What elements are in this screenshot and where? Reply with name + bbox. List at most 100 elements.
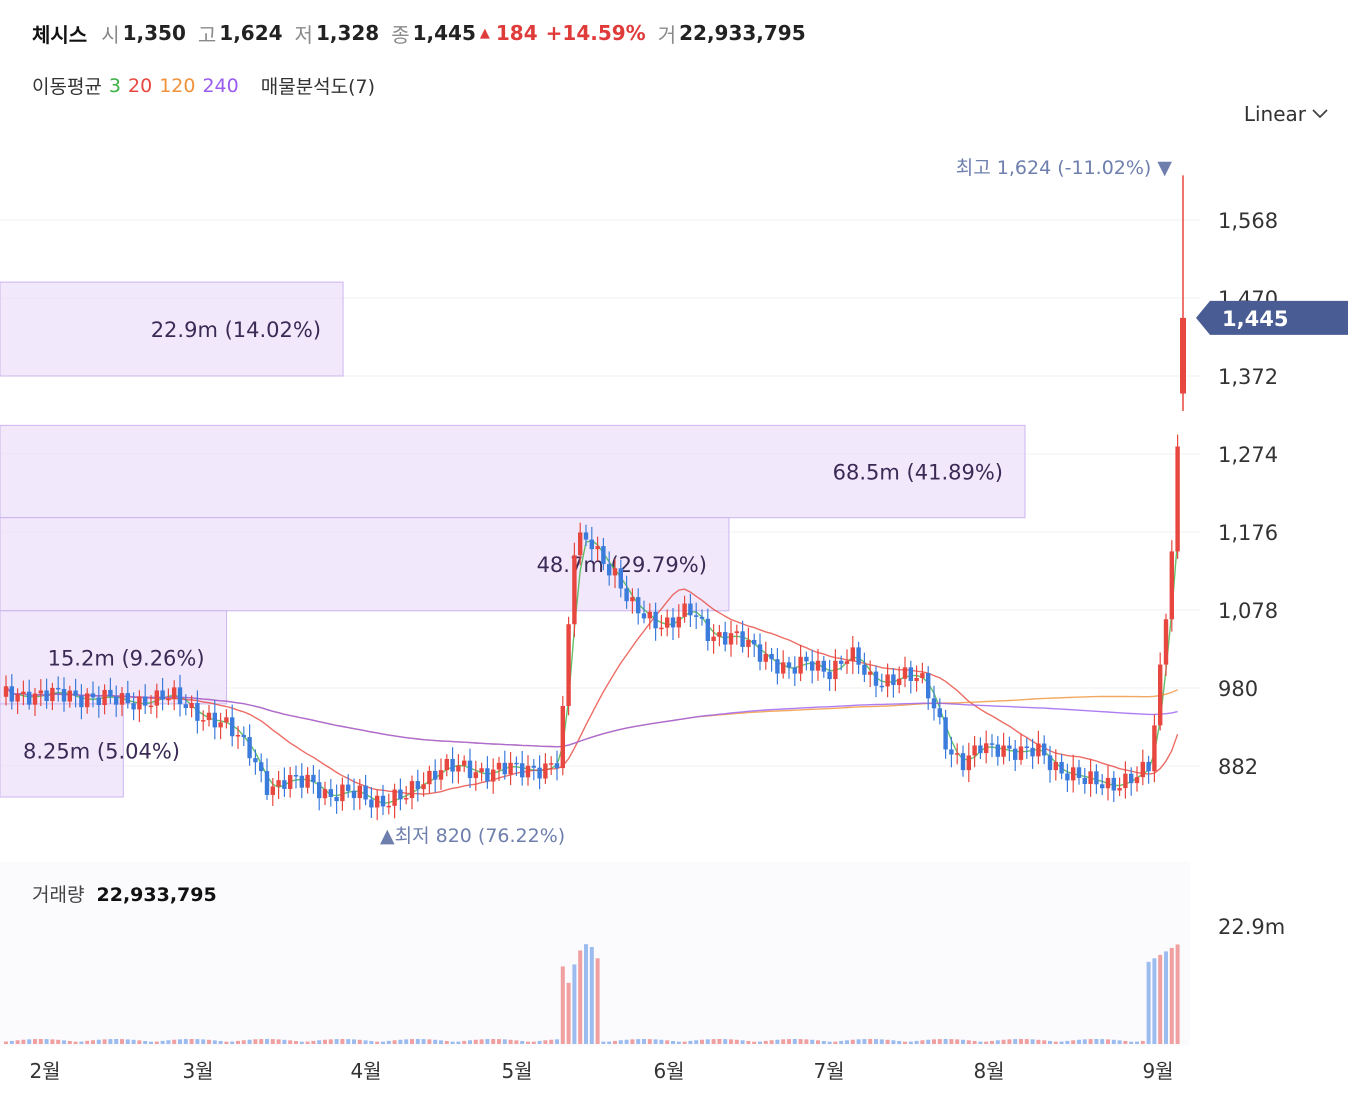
volume-profile-bar [0, 281, 344, 377]
volume-bar [1042, 1040, 1047, 1044]
candle-body [717, 632, 722, 637]
volume-bar [1169, 947, 1174, 1044]
ma-120[interactable]: 120 [159, 74, 196, 97]
volume-bar [729, 1039, 733, 1044]
volume-bar [1082, 1039, 1087, 1044]
change-percent: +14.59% [545, 21, 646, 45]
candle-body [1013, 748, 1018, 760]
candle-body [357, 785, 362, 799]
volume-bar [769, 1040, 774, 1044]
candle-body [769, 653, 774, 660]
volume-bar [172, 1039, 177, 1044]
candle-body [421, 784, 426, 790]
volume-bar [839, 1040, 844, 1044]
candle-body [1111, 777, 1116, 791]
candle-body [473, 772, 478, 779]
volume-bar [694, 1040, 699, 1044]
volume-bar [1071, 1040, 1076, 1044]
volume-bar [479, 1039, 484, 1044]
volume-bar [9, 1040, 14, 1044]
candle-body [276, 780, 281, 787]
candle-body [926, 673, 931, 699]
candle-body [288, 775, 293, 789]
volume-bar [415, 1039, 420, 1044]
volume-bar [589, 947, 594, 1044]
candle-body [670, 617, 676, 628]
candle-body [1024, 746, 1029, 748]
candle-body [380, 795, 386, 807]
candle-body [293, 775, 299, 777]
candle-body [230, 717, 235, 737]
volume-bar [421, 1039, 426, 1044]
candle-body [943, 717, 948, 750]
price-tick-label: 1,372 [1218, 365, 1278, 389]
volume-bar [572, 964, 577, 1044]
volume-bar [404, 1039, 409, 1044]
ma-3[interactable]: 3 [108, 74, 122, 97]
candle-body [479, 768, 484, 773]
candle-body [96, 697, 101, 706]
volume-bar [433, 1039, 438, 1044]
volume-bar [334, 1039, 339, 1044]
volume-bar [810, 1039, 815, 1044]
candle-body [752, 639, 757, 645]
candle-body [392, 789, 397, 806]
volume-bar [671, 1040, 675, 1044]
candle-body [624, 588, 629, 602]
candle-body [908, 667, 913, 681]
candle-body [531, 765, 536, 768]
volume-bar [120, 1039, 124, 1044]
candle-body [450, 759, 455, 772]
price-tick-label: 882 [1218, 755, 1258, 779]
ma-240[interactable]: 240 [202, 74, 239, 97]
volume-bar [578, 950, 583, 1044]
candle-body [491, 769, 496, 782]
volume-bar [630, 1039, 635, 1044]
volume-bar [647, 1039, 652, 1044]
ma-20[interactable]: 20 [128, 74, 153, 97]
candle-body [467, 760, 473, 779]
volume-bar [276, 1039, 281, 1044]
candle-body [868, 671, 873, 675]
volume-bar [62, 1040, 66, 1044]
candle-body [369, 799, 374, 808]
scale-select[interactable]: Linear [1244, 102, 1328, 126]
volume-profile-label[interactable]: 매물분석도(7) [260, 76, 376, 98]
volume-bar [1158, 954, 1163, 1044]
volume-bar [653, 1039, 658, 1044]
candle-body [1076, 767, 1082, 778]
candle-body [90, 693, 96, 698]
candle-body [241, 734, 246, 738]
candle-body [433, 770, 438, 780]
candle-body [456, 765, 461, 772]
ma-label[interactable]: 이동평균 [32, 76, 102, 98]
candle-body [119, 693, 125, 705]
volume-bar [21, 1039, 26, 1044]
candle-body [746, 639, 751, 647]
current-price-tag [1196, 300, 1348, 335]
candle-body [641, 613, 647, 619]
candle-body [375, 795, 380, 808]
low-label: 저 [294, 22, 313, 47]
volume-bar [781, 1039, 786, 1044]
volume-bar [1019, 1039, 1023, 1044]
volume-bar [224, 1041, 229, 1044]
volume-bar [642, 1039, 646, 1044]
candle-body [79, 695, 84, 708]
volume-bar [879, 1039, 884, 1044]
candle-body [67, 690, 72, 702]
volume-bar [236, 1040, 240, 1044]
candle-body [589, 539, 594, 550]
volume-bar [299, 1041, 304, 1044]
candle-body [1158, 664, 1163, 726]
volume-bar [352, 1039, 356, 1044]
candle-body [1123, 773, 1128, 789]
open-label: 시 [101, 22, 120, 47]
candle-body [322, 789, 328, 799]
candle-body [264, 771, 270, 795]
volume-bar [613, 1040, 617, 1044]
candle-body [102, 689, 107, 706]
volume-profile-bar [0, 703, 124, 798]
low-value: 1,328 [315, 21, 380, 45]
